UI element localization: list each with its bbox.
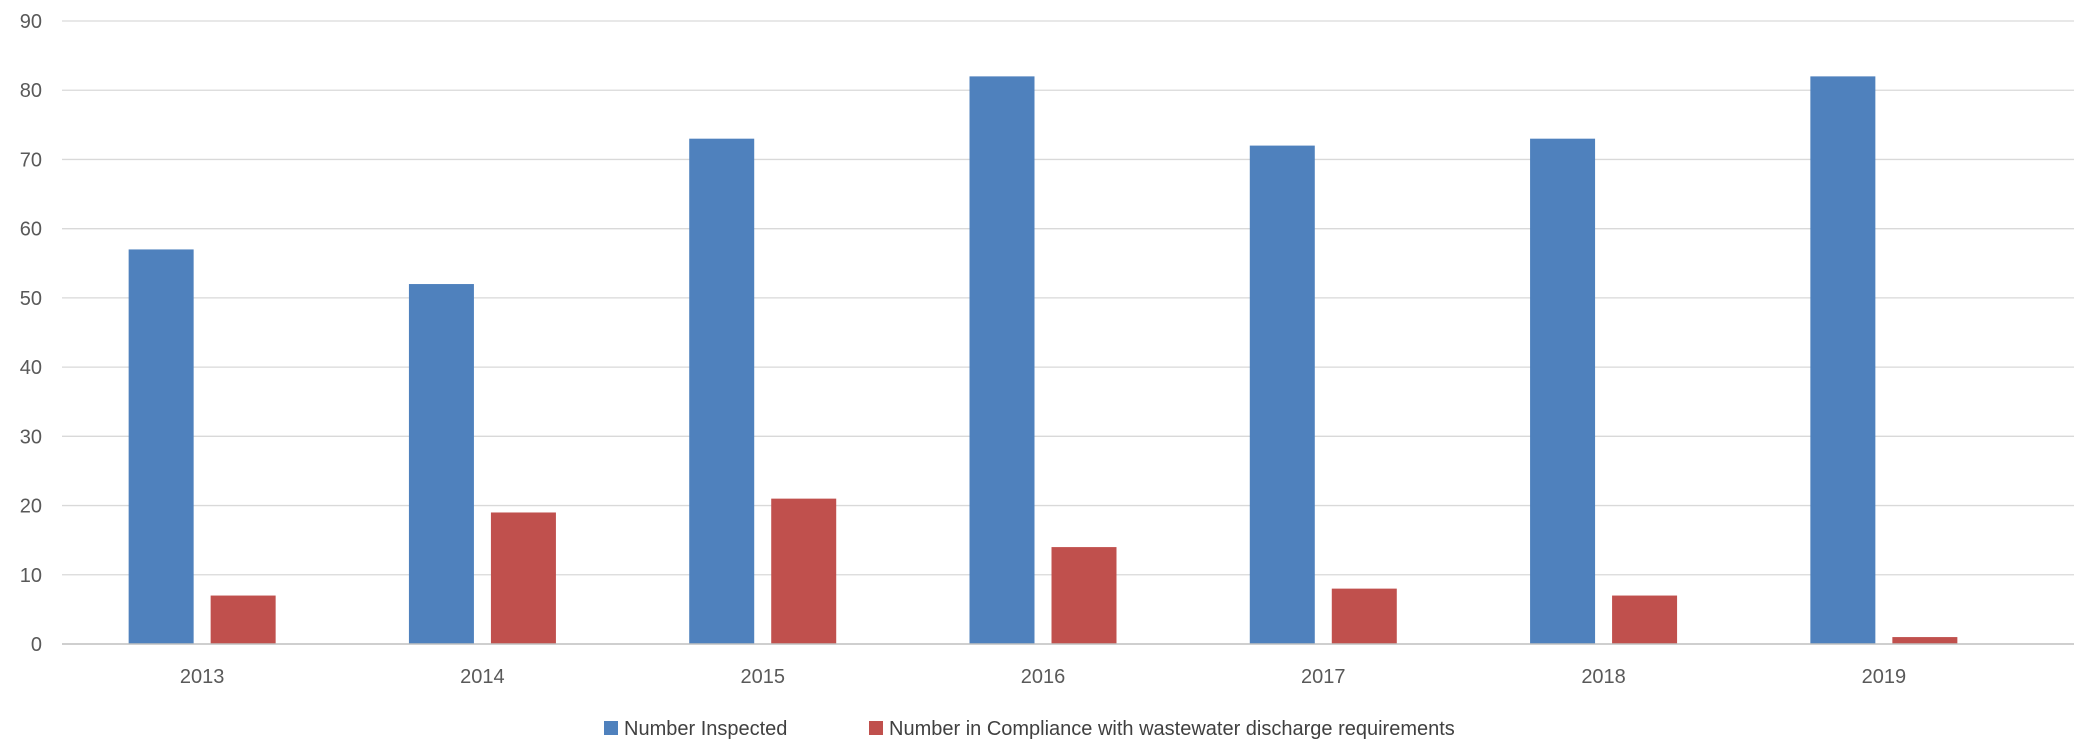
- y-tick-label: 80: [20, 80, 42, 102]
- y-tick-label: 20: [20, 496, 42, 518]
- bar-series-2: [1051, 547, 1117, 644]
- y-axis-tick-labels: 0 10 20 30 40 50 60 70 80 90: [20, 11, 42, 656]
- x-tick-label: 2019: [1862, 666, 1907, 688]
- x-tick-label: 2014: [460, 666, 505, 688]
- legend-label: Number Inspected: [624, 718, 787, 740]
- bar-series-2: [1892, 637, 1958, 644]
- bar-series-2: [771, 498, 837, 644]
- x-tick-label: 2013: [180, 666, 225, 688]
- legend: Number Inspected Number in Compliance wit…: [604, 718, 1455, 740]
- bar-series-1: [689, 138, 755, 644]
- bar-series-1: [969, 76, 1035, 644]
- x-axis-tick-labels: 2013 2014 2015 2016 2017 2018 2019: [180, 666, 1906, 688]
- x-tick-label: 2017: [1301, 666, 1346, 688]
- legend-swatch: [604, 721, 618, 735]
- bar-series-1: [1249, 145, 1315, 644]
- y-tick-label: 0: [31, 634, 42, 656]
- bar-series-2: [490, 512, 556, 644]
- bar-series-1: [1810, 76, 1876, 644]
- y-tick-label: 40: [20, 357, 42, 379]
- y-tick-label: 90: [20, 11, 42, 33]
- legend-swatch: [869, 721, 883, 735]
- x-tick-label: 2018: [1581, 666, 1626, 688]
- y-tick-label: 30: [20, 426, 42, 448]
- x-tick-label: 2015: [740, 666, 785, 688]
- bar-series-2: [1331, 588, 1397, 644]
- y-tick-label: 50: [20, 288, 42, 310]
- bar-series-2: [1612, 595, 1678, 644]
- y-tick-label: 10: [20, 565, 42, 587]
- gridlines: [62, 20, 2074, 576]
- y-tick-label: 70: [20, 149, 42, 171]
- x-tick-label: 2016: [1021, 666, 1066, 688]
- legend-label: Number in Compliance with wastewater dis…: [889, 718, 1455, 740]
- bar-series-2: [210, 595, 276, 644]
- y-tick-label: 60: [20, 219, 42, 241]
- bar-series-1: [1530, 138, 1596, 644]
- bar-series-1: [128, 249, 194, 644]
- bar-series-1: [408, 284, 474, 644]
- bars: [128, 76, 1958, 644]
